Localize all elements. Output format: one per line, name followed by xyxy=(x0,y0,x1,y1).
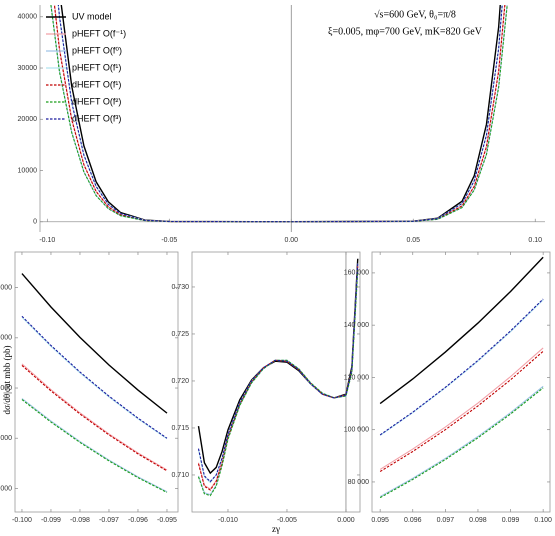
y-tick-label: 0.720 xyxy=(171,378,189,385)
series-line xyxy=(21,316,168,440)
x-tick-label: 0.098 xyxy=(469,517,487,524)
series-line xyxy=(21,399,168,493)
series-line xyxy=(21,273,168,414)
plot-area xyxy=(21,273,168,493)
plot-area xyxy=(379,256,544,499)
x-tick-label: -0.095 xyxy=(157,517,177,524)
y-tick-label: 30000 xyxy=(18,65,38,72)
x-tick-label: 0.095 xyxy=(371,517,389,524)
y-tick-label: 30000 xyxy=(0,485,12,492)
x-tick-label: -0.100 xyxy=(12,517,32,524)
panel-frame xyxy=(371,251,551,513)
panel-frame xyxy=(191,251,361,513)
y-tick-label: 140 000 xyxy=(344,322,369,329)
x-axis-label: zγ xyxy=(272,524,280,534)
series-line xyxy=(57,5,503,223)
y-tick-label: 10000 xyxy=(18,167,38,174)
legend-label: dHEFT O(f³) xyxy=(72,113,121,123)
x-tick-label: -0.099 xyxy=(41,517,61,524)
x-tick-label: 0.099 xyxy=(502,517,520,524)
y-tick-label: 20000 xyxy=(18,116,38,123)
plot-area xyxy=(197,258,359,497)
y-tick-label: 70000 xyxy=(0,284,12,291)
x-tick-label: 0.00 xyxy=(284,237,298,244)
series-line xyxy=(21,315,168,439)
y-tick-label: 50000 xyxy=(0,385,12,392)
x-tick-label: 0.000 xyxy=(337,517,355,524)
x-tick-label: -0.05 xyxy=(161,237,177,244)
series-line xyxy=(379,385,544,498)
series-line xyxy=(50,5,508,223)
legend-label: dHEFT O(f²) xyxy=(72,96,121,106)
series-line xyxy=(21,365,168,472)
x-tick-label: 0.097 xyxy=(437,517,455,524)
y-tick-label: 40000 xyxy=(0,435,12,442)
x-tick-label: 0.05 xyxy=(406,237,420,244)
y-axis-label: dσ/dθ|cut mbb (pb) xyxy=(2,346,12,415)
x-tick-label: 0.10 xyxy=(528,237,542,244)
y-tick-label: 80 000 xyxy=(348,479,370,486)
plot-area xyxy=(50,5,508,223)
annotation: √s=600 GeV, θ₀=π/8 xyxy=(374,9,456,20)
y-tick-label: 120 000 xyxy=(344,374,369,381)
series-line xyxy=(197,270,359,497)
y-tick-label: 0.725 xyxy=(171,331,189,338)
legend-label: pHEFT O(f⁻¹) xyxy=(72,28,126,38)
x-tick-label: -0.098 xyxy=(70,517,90,524)
x-tick-label: -0.096 xyxy=(128,517,148,524)
x-tick-label: 0.096 xyxy=(404,517,422,524)
y-tick-label: 100 000 xyxy=(344,427,369,434)
annotation: ξ=0.005, mφ=700 GeV, mK=820 GeV xyxy=(328,26,483,37)
series-line xyxy=(21,398,168,493)
x-tick-label: -0.005 xyxy=(277,517,297,524)
legend-label: pHEFT O(f¹) xyxy=(72,62,121,72)
x-tick-label: -0.010 xyxy=(218,517,238,524)
y-tick-label: 0 xyxy=(33,219,37,226)
y-tick-label: 0.715 xyxy=(171,425,189,432)
legend-label: pHEFT O(f⁰) xyxy=(72,45,122,55)
series-line xyxy=(379,347,544,470)
y-tick-label: 0.710 xyxy=(171,472,189,479)
series-line xyxy=(21,363,168,471)
series-line xyxy=(379,256,544,405)
x-tick-label: -0.097 xyxy=(99,517,119,524)
series-line xyxy=(197,258,359,475)
legend-label: dHEFT O(f¹) xyxy=(72,79,121,89)
series-line xyxy=(379,350,544,472)
panel-frame xyxy=(14,251,179,513)
y-tick-label: 0.730 xyxy=(171,284,189,291)
series-line xyxy=(379,387,544,499)
y-tick-label: 40000 xyxy=(18,14,38,21)
y-tick-label: 160 000 xyxy=(344,270,369,277)
legend-label: UV model xyxy=(72,11,112,21)
x-tick-label: -0.10 xyxy=(39,237,55,244)
series-line xyxy=(197,263,359,483)
x-tick-label: 0.100 xyxy=(534,517,552,524)
series-line xyxy=(379,298,544,436)
